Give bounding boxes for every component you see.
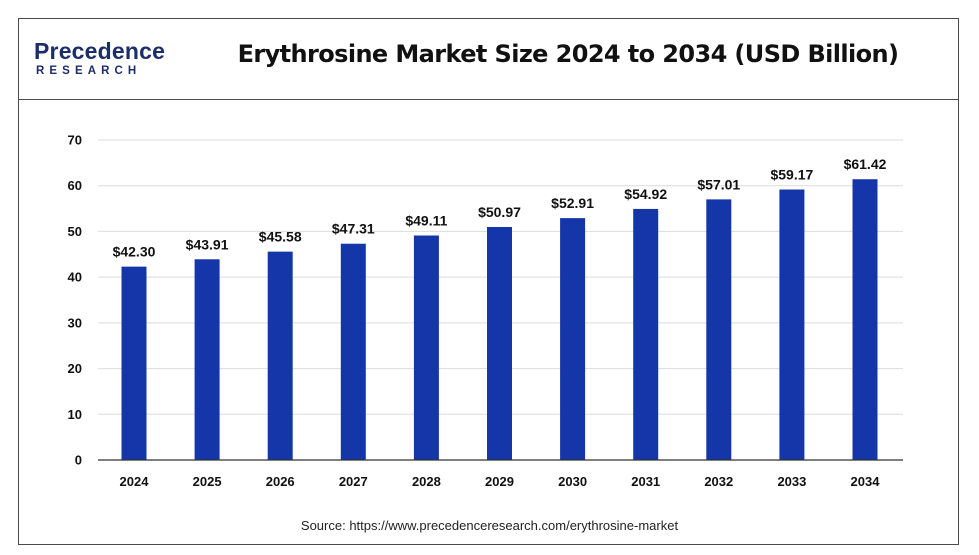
bar-2030	[560, 218, 586, 460]
bar-2031	[633, 208, 659, 460]
header-divider	[18, 99, 959, 100]
data-label: $49.11	[405, 212, 447, 228]
y-axis-ticks: 0 10 20 30 40 50 60 70	[68, 133, 82, 468]
y-tick-label: 70	[68, 133, 82, 148]
bar-2032	[706, 199, 732, 460]
x-tick-label: 2032	[704, 474, 733, 489]
y-tick-label: 40	[68, 270, 82, 285]
x-tick-label: 2030	[558, 474, 587, 489]
bar-2033	[779, 189, 805, 460]
data-label: $43.91	[186, 236, 229, 252]
bar-2034	[852, 179, 878, 461]
chart-title: Erythrosine Market Size 2024 to 2034 (US…	[237, 40, 899, 68]
x-tick-label: 2026	[266, 474, 295, 489]
x-tick-label: 2033	[777, 474, 806, 489]
y-tick-label: 60	[68, 178, 82, 193]
logo-wordmark: Precedence	[34, 38, 166, 64]
bar-2028	[413, 235, 439, 460]
x-tick-label: 2031	[631, 474, 660, 489]
data-label: $61.42	[844, 156, 887, 172]
x-axis-ticks: 2024 2025 2026 2027 2028 2029 2030 2031 2032 2033…	[120, 474, 881, 489]
data-label: $54.92	[624, 186, 667, 202]
data-labels: $42.30 $43.91 $45.58 $47.31 $49.11 $50.97 $52.…	[113, 156, 887, 259]
bar-2024	[121, 266, 147, 460]
bar-2025	[194, 259, 220, 460]
data-label: $45.58	[259, 229, 302, 245]
y-tick-label: 10	[68, 407, 82, 422]
x-tick-label: 2024	[120, 474, 150, 489]
x-tick-label: 2034	[851, 474, 881, 489]
logo-subtitle: RESEARCH	[36, 65, 142, 77]
y-tick-label: 20	[68, 361, 82, 376]
data-label: $47.31	[332, 221, 375, 237]
bars	[121, 179, 878, 461]
company-logo: Precedence RESEARCH	[34, 38, 194, 82]
y-tick-label: 50	[68, 224, 82, 239]
x-tick-label: 2025	[193, 474, 222, 489]
data-label: $57.01	[697, 176, 740, 192]
data-label: $52.91	[551, 195, 594, 211]
data-label: $42.30	[113, 244, 156, 260]
y-tick-label: 30	[68, 315, 82, 330]
x-tick-label: 2027	[339, 474, 368, 489]
x-tick-label: 2029	[485, 474, 514, 489]
x-tick-label: 2028	[412, 474, 441, 489]
y-tick-label: 0	[75, 453, 82, 468]
data-label: $50.97	[478, 204, 521, 220]
bar-2029	[487, 226, 512, 460]
bar-2027	[340, 243, 366, 460]
source-note: Source: https://www.precedenceresearch.c…	[300, 518, 679, 533]
data-label: $59.17	[770, 167, 813, 183]
chart-frame	[18, 18, 959, 545]
bar-2026	[267, 251, 293, 460]
